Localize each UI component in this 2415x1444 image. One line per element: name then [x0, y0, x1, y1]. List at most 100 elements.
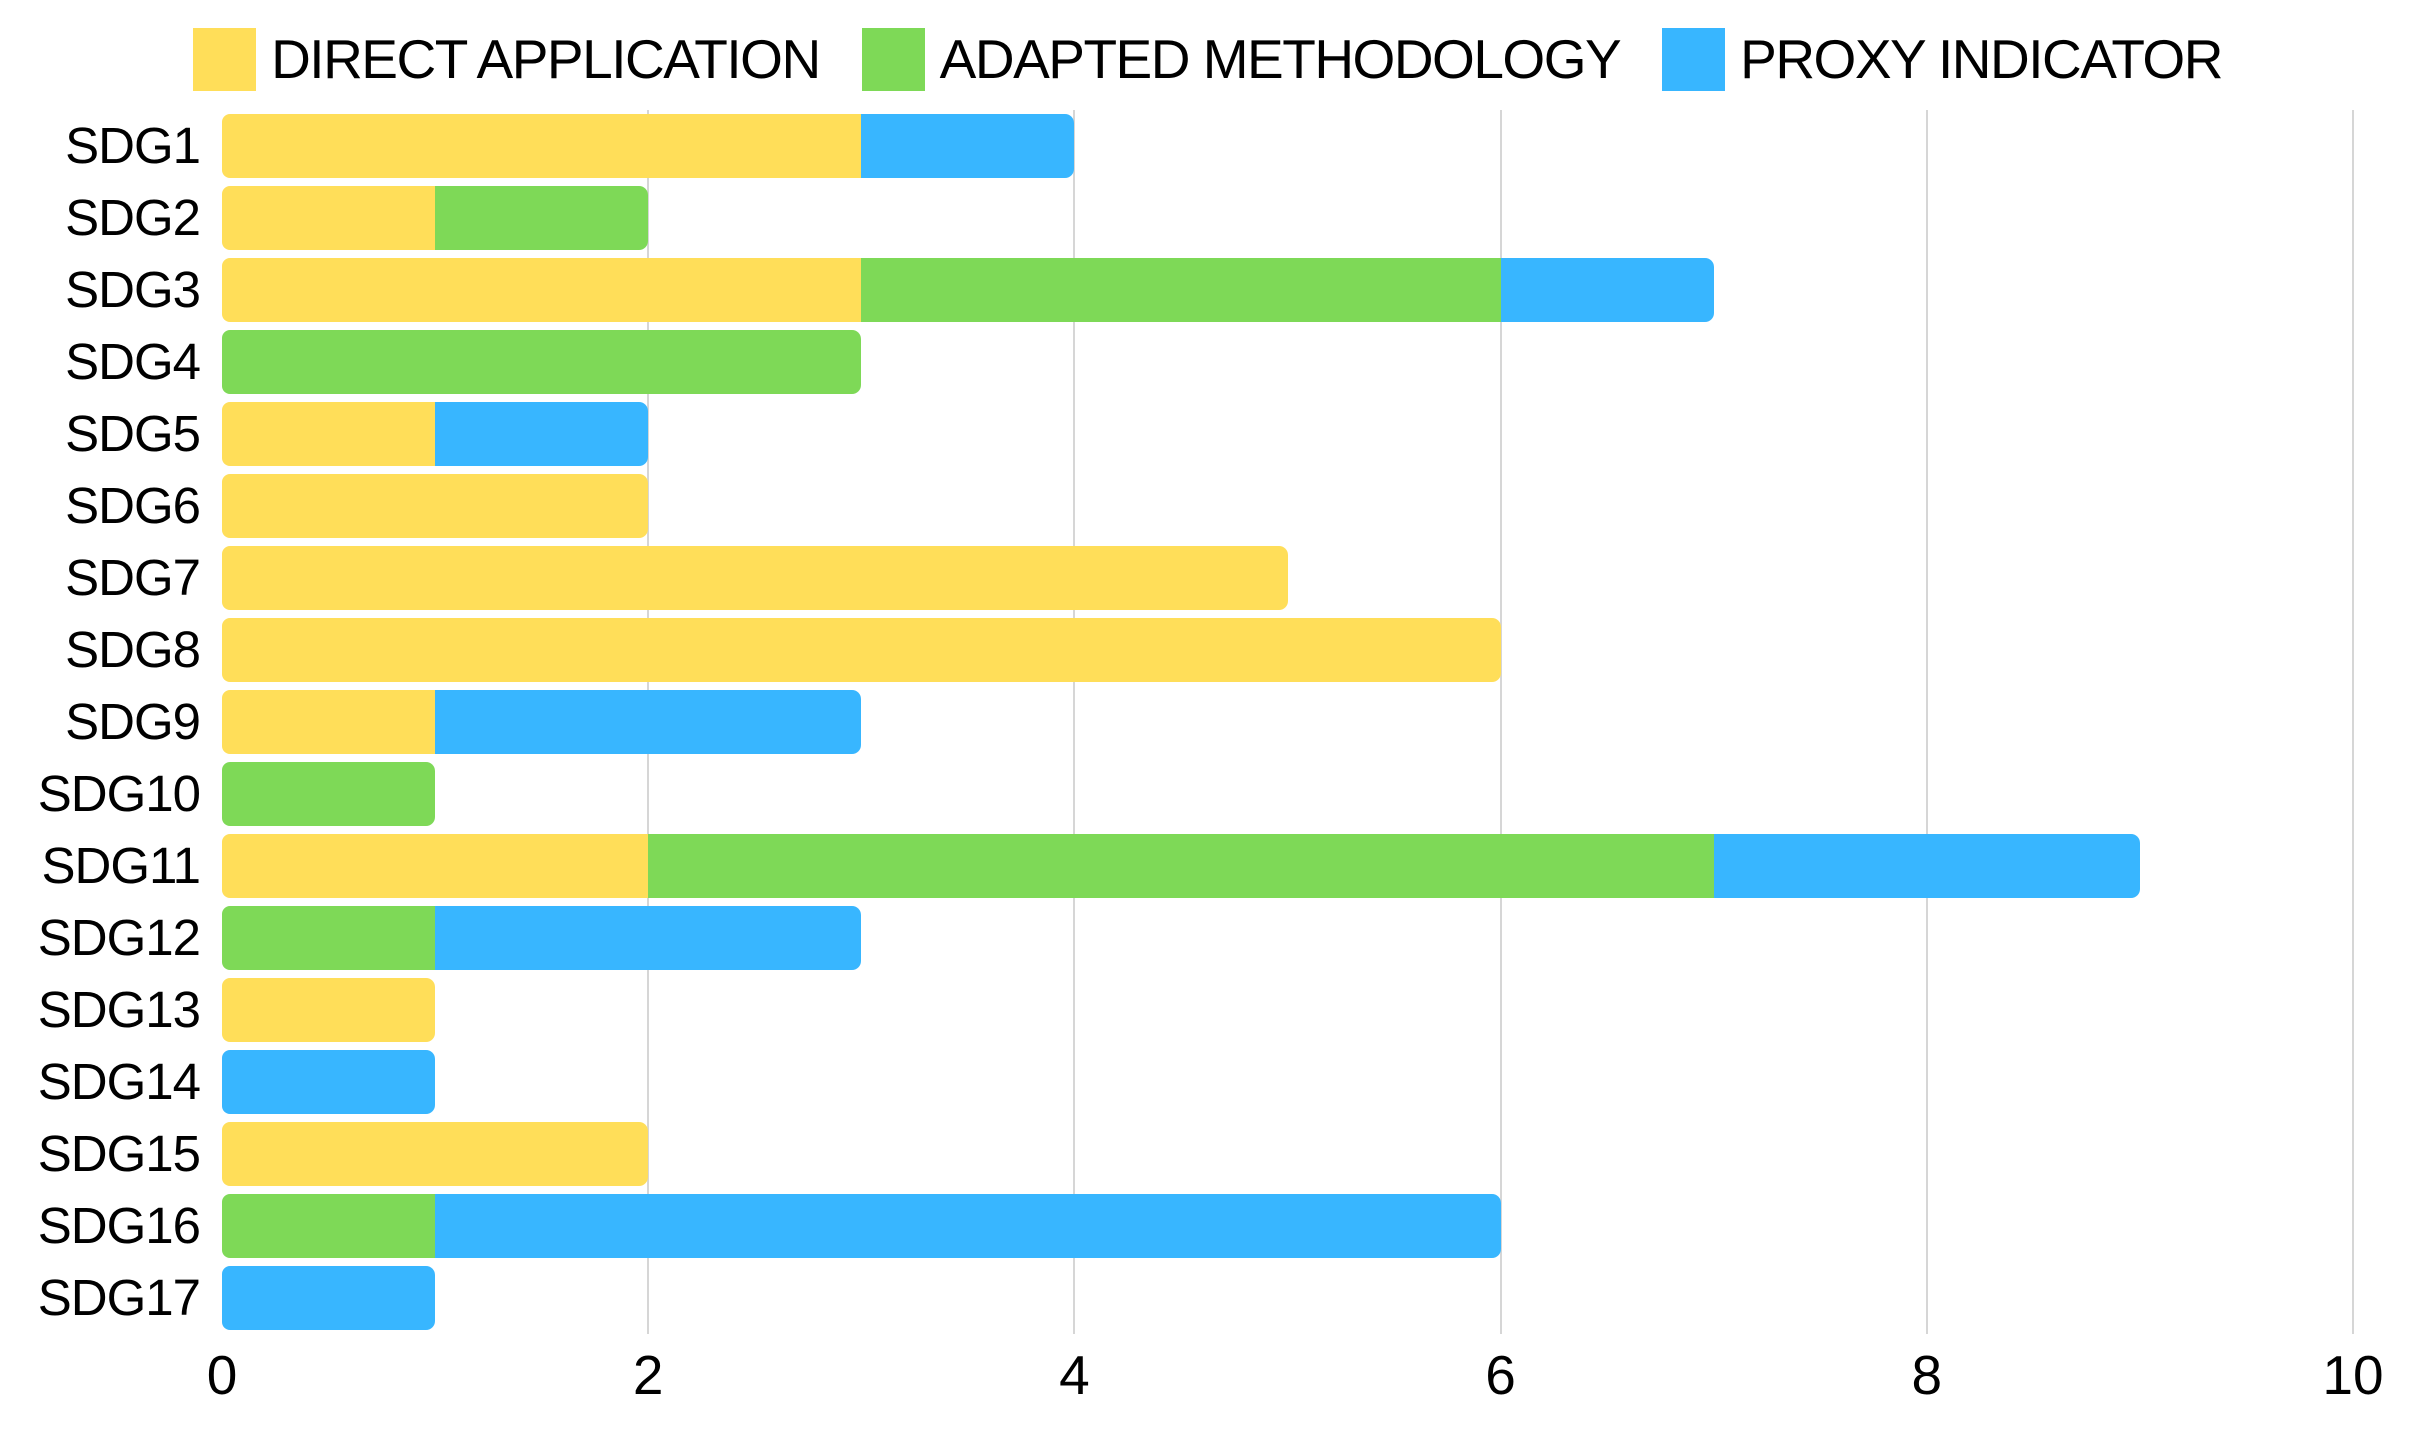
y-axis-label: SDG2	[65, 189, 201, 246]
bar-stack	[222, 186, 649, 250]
bar-segment	[222, 186, 436, 250]
chart-row	[222, 686, 2353, 758]
chart-row	[222, 542, 2353, 614]
bar-segment	[222, 906, 436, 970]
chart-row	[222, 470, 2353, 542]
chart-row	[222, 974, 2353, 1046]
legend-swatch-proxy-indicator	[1662, 27, 1726, 91]
bar-segment	[648, 834, 1714, 898]
chart-row	[222, 326, 2353, 398]
legend-swatch-direct-application	[193, 27, 257, 91]
y-axis-label: SDG5	[65, 405, 201, 462]
bar-segment	[861, 114, 1075, 178]
chart-row	[222, 254, 2353, 326]
y-axis-label: SDG12	[37, 909, 201, 966]
bar-segment	[222, 114, 862, 178]
bar-stack	[222, 978, 436, 1042]
gridline	[1499, 110, 1502, 1334]
bar-stack	[222, 834, 2140, 898]
bar-segment	[435, 906, 862, 970]
y-axis-label: SDG11	[41, 837, 201, 894]
gridline	[1925, 110, 1928, 1334]
y-axis-label: SDG10	[37, 765, 201, 822]
bar-segment	[222, 546, 1288, 610]
bar-segment	[222, 1122, 649, 1186]
chart-row	[222, 182, 2353, 254]
y-axis-label: SDG3	[65, 261, 201, 318]
bar-segment	[222, 402, 436, 466]
legend-label: DIRECT APPLICATION	[271, 27, 821, 90]
x-axis-label: 10	[2322, 1344, 2384, 1406]
x-axis-label: 2	[632, 1344, 664, 1406]
bar-stack	[222, 906, 862, 970]
y-axis-label: SDG8	[65, 621, 201, 678]
chart-row	[222, 1190, 2353, 1262]
bar-segment	[222, 258, 862, 322]
bar-stack	[222, 258, 1714, 322]
chart-row	[222, 830, 2353, 902]
bar-stack	[222, 1122, 649, 1186]
bar-segment	[222, 978, 436, 1042]
legend-label: PROXY INDICATOR	[1740, 27, 2223, 90]
chart-row	[222, 110, 2353, 182]
bar-segment	[222, 330, 862, 394]
legend-swatch-adapted-methodology	[861, 27, 925, 91]
bar-segment	[435, 402, 649, 466]
chart-row	[222, 1046, 2353, 1118]
legend-item-direct-application: DIRECT APPLICATION	[193, 27, 821, 91]
gridline	[1073, 110, 1076, 1334]
bar-stack	[222, 762, 436, 826]
y-axis-label: SDG1	[65, 117, 201, 174]
bar-stack	[222, 402, 649, 466]
bar-segment	[861, 258, 1501, 322]
bar-segment	[1500, 258, 1714, 322]
y-axis: SDG1 SDG2 SDG3 SDG4 SDG5 SDG6 SDG7 SDG8 SDG9 SDG1…	[0, 110, 201, 1334]
x-axis-label: 4	[1059, 1344, 1090, 1406]
bar-segment	[1713, 834, 2140, 898]
chart-row	[222, 1262, 2353, 1334]
bar-segment	[435, 186, 649, 250]
legend-item-proxy-indicator: PROXY INDICATOR	[1662, 27, 2223, 91]
chart-legend: DIRECT APPLICATION ADAPTED METHODOLOGY P…	[0, 24, 2415, 94]
legend-label: ADAPTED METHODOLOGY	[939, 27, 1622, 90]
plot-area	[222, 110, 2354, 1334]
bar-stack	[222, 1050, 436, 1114]
bar-segment	[435, 690, 862, 754]
bar-stack	[222, 114, 1075, 178]
chart-rows	[222, 110, 2353, 1334]
bar-segment	[222, 762, 436, 826]
y-axis-label: SDG4	[65, 333, 201, 390]
x-axis: 0 2 4 6 8 10	[0, 1348, 2415, 1418]
gridline	[2352, 110, 2354, 1334]
chart-row	[222, 758, 2353, 830]
bar-stack	[222, 618, 1501, 682]
chart-row	[222, 398, 2353, 470]
x-axis-label: 8	[1911, 1344, 1943, 1406]
bar-stack	[222, 546, 1288, 610]
bar-segment	[222, 1266, 436, 1330]
y-axis-label: SDG7	[65, 549, 201, 606]
y-axis-label: SDG9	[65, 693, 201, 750]
chart-row	[222, 902, 2353, 974]
bar-segment	[222, 1194, 436, 1258]
bar-segment	[222, 474, 649, 538]
bar-segment	[435, 1194, 1501, 1258]
x-axis-label: 0	[206, 1344, 238, 1406]
x-axis-label: 6	[1485, 1344, 1516, 1406]
chart-row	[222, 614, 2353, 686]
y-axis-label: SDG6	[65, 477, 201, 534]
bar-stack	[222, 474, 649, 538]
legend-item-adapted-methodology: ADAPTED METHODOLOGY	[861, 27, 1622, 91]
bar-stack	[222, 1194, 1501, 1258]
y-axis-label: SDG13	[37, 981, 201, 1038]
bar-segment	[222, 690, 436, 754]
y-axis-label: SDG15	[37, 1125, 201, 1182]
bar-segment	[222, 618, 1501, 682]
bar-segment	[222, 834, 649, 898]
y-axis-label: SDG17	[37, 1269, 201, 1326]
chart-row	[222, 1118, 2353, 1190]
y-axis-label: SDG16	[37, 1197, 201, 1254]
y-axis-label: SDG14	[37, 1053, 201, 1110]
bar-stack	[222, 330, 862, 394]
bar-stack	[222, 1266, 436, 1330]
